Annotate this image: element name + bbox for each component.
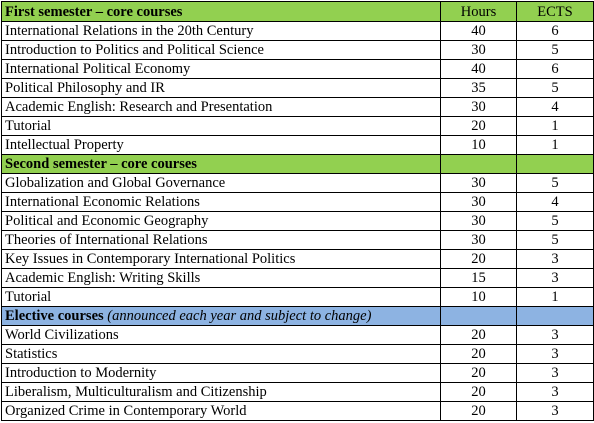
section-title: Elective courses (announced each year an…	[1, 306, 441, 326]
course-ects: 5	[516, 230, 594, 250]
course-hours: 30	[440, 230, 517, 250]
course-name: International Political Economy	[1, 59, 441, 79]
section-header-blank	[440, 154, 517, 174]
course-ects: 5	[516, 40, 594, 60]
course-row: Academic English: Research and Presentat…	[1, 97, 594, 117]
course-ects: 3	[516, 325, 594, 345]
course-row: Introduction to Modernity 20 3	[1, 363, 594, 383]
course-row: International Relations in the 20th Cent…	[1, 21, 594, 41]
course-row: Introduction to Politics and Political S…	[1, 40, 594, 60]
section-title: Second semester – core courses	[1, 154, 441, 174]
course-name: Academic English: Research and Presentat…	[1, 97, 441, 117]
course-name: Liberalism, Multiculturalism and Citizen…	[1, 382, 441, 402]
section-header-blank	[516, 306, 594, 326]
course-hours: 20	[440, 325, 517, 345]
course-row: World Civilizations 20 3	[1, 325, 594, 345]
course-hours: 30	[440, 192, 517, 212]
course-name: Political Philosophy and IR	[1, 78, 441, 98]
course-hours: 10	[440, 287, 517, 307]
course-hours: 40	[440, 21, 517, 41]
course-row: Academic English: Writing Skills 15 3	[1, 268, 594, 288]
course-name: Organized Crime in Contemporary World	[1, 401, 441, 421]
course-name: International Relations in the 20th Cent…	[1, 21, 441, 41]
section-note: (announced each year and subject to chan…	[107, 308, 372, 324]
course-row: Political and Economic Geography 30 5	[1, 211, 594, 231]
course-ects: 1	[516, 116, 594, 136]
course-row: Key Issues in Contemporary International…	[1, 249, 594, 269]
course-ects: 5	[516, 173, 594, 193]
course-ects: 1	[516, 287, 594, 307]
section-header-elective: Elective courses (announced each year an…	[1, 306, 594, 326]
course-ects: 6	[516, 59, 594, 79]
course-row: International Political Economy 40 6	[1, 59, 594, 79]
course-hours: 20	[440, 116, 517, 136]
course-row: Organized Crime in Contemporary World 20 3	[1, 401, 594, 421]
course-ects: 3	[516, 249, 594, 269]
section-header-second-semester: Second semester – core courses	[1, 154, 594, 174]
course-ects: 5	[516, 211, 594, 231]
course-row: Tutorial 20 1	[1, 116, 594, 136]
course-hours: 20	[440, 363, 517, 383]
course-name: Theories of International Relations	[1, 230, 441, 250]
course-row: Tutorial 10 1	[1, 287, 594, 307]
course-name: Introduction to Politics and Political S…	[1, 40, 441, 60]
course-name: Tutorial	[1, 116, 441, 136]
course-name: Globalization and Global Governance	[1, 173, 441, 193]
section-title-text: First semester – core courses	[5, 3, 183, 20]
course-hours: 20	[440, 249, 517, 269]
course-ects: 3	[516, 344, 594, 364]
course-name: Introduction to Modernity	[1, 363, 441, 383]
course-hours: 30	[440, 211, 517, 231]
course-ects: 5	[516, 78, 594, 98]
course-row: Theories of International Relations 30 5	[1, 230, 594, 250]
course-name: Intellectual Property	[1, 135, 441, 155]
course-name: Political and Economic Geography	[1, 211, 441, 231]
section-header-blank	[516, 154, 594, 174]
course-row: Liberalism, Multiculturalism and Citizen…	[1, 382, 594, 402]
course-ects: 3	[516, 363, 594, 383]
course-row: Globalization and Global Governance 30 5	[1, 173, 594, 193]
course-hours: 40	[440, 59, 517, 79]
course-row: Intellectual Property 10 1	[1, 135, 594, 155]
course-ects: 3	[516, 268, 594, 288]
course-ects: 3	[516, 382, 594, 402]
hours-column-header: Hours	[440, 1, 517, 22]
course-hours: 30	[440, 40, 517, 60]
course-hours: 20	[440, 382, 517, 402]
course-name: Academic English: Writing Skills	[1, 268, 441, 288]
course-row: International Economic Relations 30 4	[1, 192, 594, 212]
course-ects: 4	[516, 97, 594, 117]
course-hours: 30	[440, 97, 517, 117]
section-header-blank	[440, 306, 517, 326]
course-hours: 20	[440, 401, 517, 421]
course-ects: 3	[516, 401, 594, 421]
course-hours: 35	[440, 78, 517, 98]
course-name: Statistics	[1, 344, 441, 364]
course-ects: 1	[516, 135, 594, 155]
course-ects: 4	[516, 192, 594, 212]
section-title: First semester – core courses	[1, 1, 441, 22]
section-header-first-semester: First semester – core courses Hours ECTS	[1, 1, 594, 22]
course-name: World Civilizations	[1, 325, 441, 345]
course-name: Tutorial	[1, 287, 441, 307]
section-title-text: Second semester – core courses	[5, 156, 197, 172]
course-name: Key Issues in Contemporary International…	[1, 249, 441, 269]
ects-column-header: ECTS	[516, 1, 594, 22]
course-name: International Economic Relations	[1, 192, 441, 212]
section-title-text: Elective courses	[5, 308, 104, 324]
course-hours: 20	[440, 344, 517, 364]
course-ects: 6	[516, 21, 594, 41]
course-row: Political Philosophy and IR 35 5	[1, 78, 594, 98]
course-hours: 30	[440, 173, 517, 193]
course-hours: 15	[440, 268, 517, 288]
course-hours: 10	[440, 135, 517, 155]
course-row: Statistics 20 3	[1, 344, 594, 364]
